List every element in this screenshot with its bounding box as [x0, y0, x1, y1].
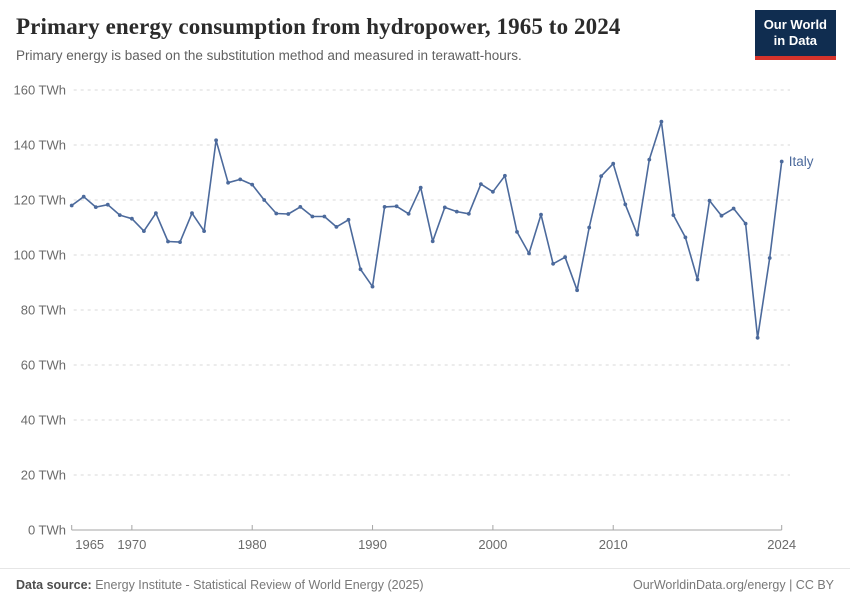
data-point[interactable]: [539, 212, 543, 217]
data-point[interactable]: [238, 177, 243, 182]
x-axis-label: 1970: [117, 537, 146, 552]
data-point[interactable]: [274, 211, 279, 216]
data-point[interactable]: [743, 221, 748, 226]
data-point[interactable]: [647, 157, 652, 162]
data-point[interactable]: [695, 277, 700, 282]
data-point[interactable]: [563, 255, 567, 260]
x-axis-label: 2024: [767, 537, 796, 552]
y-axis-label: 20 TWh: [21, 468, 66, 483]
owid-logo-line1: Our World: [763, 17, 827, 32]
data-point[interactable]: [346, 217, 351, 222]
data-point[interactable]: [117, 213, 122, 218]
data-point[interactable]: [479, 182, 483, 187]
data-point[interactable]: [322, 214, 327, 219]
data-point[interactable]: [442, 205, 447, 210]
data-point[interactable]: [69, 203, 74, 208]
y-axis-label: 160 TWh: [13, 83, 66, 98]
data-point[interactable]: [178, 240, 182, 245]
data-point[interactable]: [214, 138, 219, 143]
data-point[interactable]: [382, 205, 387, 209]
data-point[interactable]: [166, 239, 170, 244]
data-point[interactable]: [503, 173, 507, 178]
data-point[interactable]: [659, 119, 664, 124]
data-point[interactable]: [394, 204, 399, 209]
data-point[interactable]: [491, 189, 495, 194]
data-point[interactable]: [611, 161, 616, 166]
data-source-value: Energy Institute - Statistical Review of…: [91, 578, 424, 592]
data-point[interactable]: [635, 232, 640, 237]
data-point[interactable]: [310, 214, 315, 219]
entity-label[interactable]: Italy: [789, 154, 814, 169]
data-point[interactable]: [370, 284, 375, 289]
x-axis-label: 1965: [75, 537, 104, 552]
data-point[interactable]: [334, 225, 339, 229]
data-point[interactable]: [250, 182, 255, 187]
data-point[interactable]: [298, 205, 303, 209]
owid-logo-line2: in Data: [773, 33, 818, 49]
data-point[interactable]: [286, 212, 291, 216]
chart-footer: Data source: Energy Institute - Statisti…: [0, 568, 850, 600]
data-point[interactable]: [93, 205, 98, 210]
x-axis-label: 1980: [238, 537, 267, 552]
x-axis-label: 2000: [478, 537, 507, 552]
data-point[interactable]: [406, 211, 411, 216]
data-point[interactable]: [707, 198, 712, 203]
credit-link[interactable]: OurWorldinData.org/energy | CC BY: [632, 578, 834, 592]
data-point[interactable]: [454, 209, 459, 214]
chart-title: Primary energy consumption from hydropow…: [16, 14, 621, 39]
y-axis-label: 100 TWh: [13, 248, 66, 263]
data-point[interactable]: [683, 235, 688, 240]
data-point[interactable]: [130, 216, 134, 221]
line-series-italy: [70, 120, 783, 339]
data-point[interactable]: [671, 213, 676, 218]
data-point[interactable]: [575, 288, 579, 293]
y-axis-label: 120 TWh: [13, 193, 66, 208]
data-source-label: Data source:: [16, 578, 92, 592]
data-point[interactable]: [515, 230, 519, 234]
x-axis-label: 1990: [358, 537, 387, 552]
data-point[interactable]: [105, 202, 110, 207]
data-point[interactable]: [719, 213, 724, 218]
data-point[interactable]: [755, 335, 760, 340]
data-point[interactable]: [154, 211, 158, 216]
chart-header: Primary energy consumption from hydropow…: [16, 14, 750, 63]
data-point[interactable]: [358, 267, 363, 272]
data-point[interactable]: [418, 185, 423, 190]
data-point[interactable]: [731, 206, 736, 211]
owid-logo[interactable]: Our World in Data: [754, 10, 836, 60]
data-point[interactable]: [466, 211, 471, 216]
y-axis-label: 80 TWh: [21, 303, 66, 318]
data-point[interactable]: [599, 174, 604, 179]
x-axis-label: 2010: [599, 537, 628, 552]
data-point[interactable]: [587, 225, 592, 230]
data-point[interactable]: [430, 239, 435, 244]
data-point[interactable]: [767, 256, 772, 260]
data-point[interactable]: [142, 229, 146, 234]
data-point[interactable]: [226, 180, 231, 185]
data-point[interactable]: [551, 261, 555, 266]
y-axis-label: 40 TWh: [21, 413, 66, 428]
data-point[interactable]: [262, 198, 267, 202]
data-point[interactable]: [779, 159, 784, 164]
data-point[interactable]: [623, 202, 628, 207]
data-source-note: Data source: Energy Institute - Statisti…: [16, 578, 424, 600]
data-point[interactable]: [527, 251, 531, 256]
data-point[interactable]: [190, 211, 194, 216]
y-axis-label: 60 TWh: [21, 358, 66, 373]
data-point[interactable]: [81, 194, 86, 199]
chart-subtitle: Primary energy is based on the substitut…: [16, 48, 522, 64]
y-axis-label: 0 TWh: [28, 523, 66, 538]
y-axis-label: 140 TWh: [13, 138, 66, 153]
data-point[interactable]: [202, 229, 207, 234]
